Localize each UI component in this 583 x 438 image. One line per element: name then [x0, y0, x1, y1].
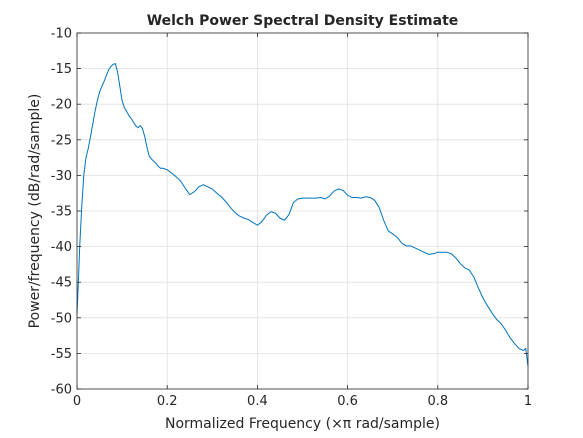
y-tick-label: -30: [51, 169, 72, 184]
chart-title: Welch Power Spectral Density Estimate: [147, 13, 459, 29]
y-tick-label: -10: [51, 27, 72, 42]
y-tick-label: -20: [51, 98, 72, 113]
y-tick-label: -50: [51, 311, 72, 326]
psd-series-line: [76, 63, 529, 367]
x-tick-label: 0.2: [157, 394, 178, 409]
y-axis-label: Power/frequency (dB/rad/sample): [27, 94, 43, 329]
x-tick-label: 1: [524, 394, 532, 409]
x-tick-label: 0.4: [247, 394, 268, 409]
y-tick-label: -55: [51, 347, 72, 362]
grid-lines: [77, 33, 528, 389]
y-tick-label: -25: [51, 133, 72, 148]
x-tick-label: 0.6: [337, 394, 358, 409]
series-layer: [76, 63, 529, 367]
x-tick-labels: 0 0.2 0.4 0.6 0.8 1: [73, 394, 532, 409]
x-axis-label: Normalized Frequency (×π rad/sample): [165, 416, 440, 432]
x-tick-label: 0.8: [427, 394, 448, 409]
y-tick-label: -45: [51, 276, 72, 291]
x-tick-label: 0: [73, 394, 81, 409]
y-tick-labels: -60 -55 -50 -45 -40 -35 -30 -25 -20 -15 -10: [51, 27, 72, 398]
tick-marks: [76, 32, 529, 390]
y-tick-label: -35: [51, 205, 72, 220]
y-tick-label: -40: [51, 240, 72, 255]
y-tick-label: -60: [51, 383, 72, 398]
y-tick-label: -15: [51, 62, 72, 77]
